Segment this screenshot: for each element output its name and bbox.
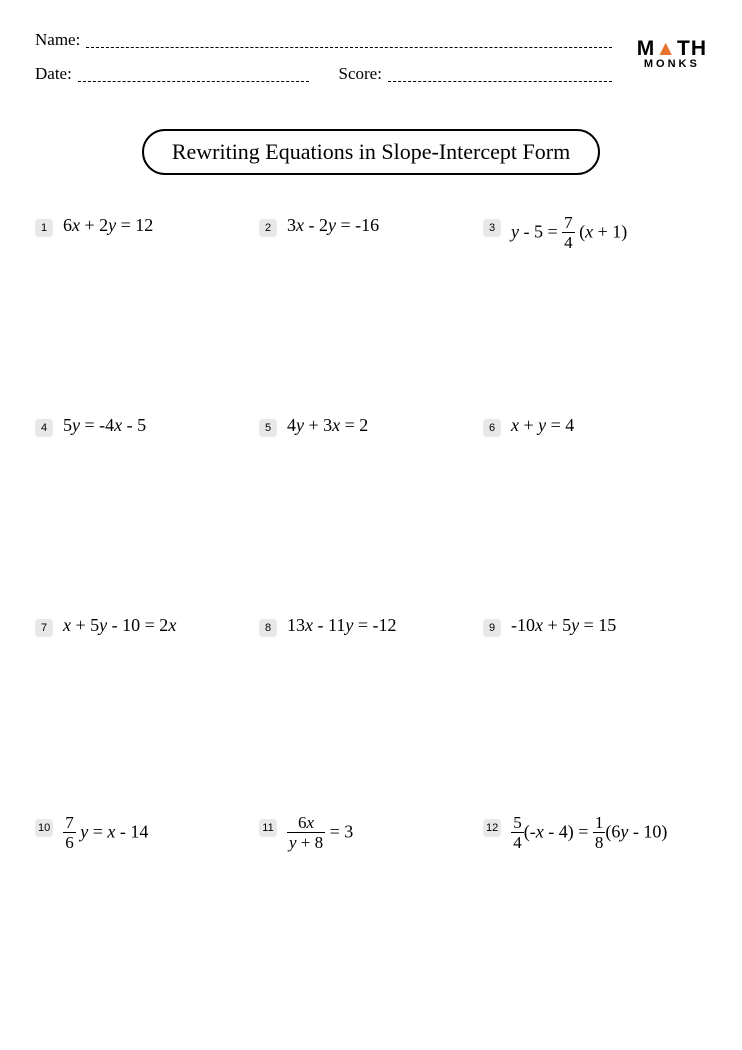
problem-number: 1 xyxy=(35,219,53,237)
equation: 4y + 3x = 2 xyxy=(287,415,368,436)
problem-number: 10 xyxy=(35,819,53,837)
problem-number: 7 xyxy=(35,619,53,637)
problem-3: 3 y - 5 = 74 (x + 1) xyxy=(483,215,707,415)
problem-number: 11 xyxy=(259,819,277,837)
triangle-icon: ▲ xyxy=(655,38,677,59)
problem-6: 6 x + y = 4 xyxy=(483,415,707,615)
equation: 54(-x - 4) = 18(6y - 10) xyxy=(511,815,667,852)
logo: M▲TH MONKS xyxy=(637,38,707,70)
name-row: Name: xyxy=(35,30,707,50)
problem-10: 10 76 y = x - 14 xyxy=(35,815,259,1015)
title-wrap: Rewriting Equations in Slope-Intercept F… xyxy=(35,129,707,175)
logo-bottom: MONKS xyxy=(637,59,707,70)
equation: y - 5 = 74 (x + 1) xyxy=(511,215,627,252)
problem-number: 6 xyxy=(483,419,501,437)
equation: 5y = -4x - 5 xyxy=(63,415,146,436)
name-line xyxy=(86,47,612,48)
problem-number: 12 xyxy=(483,819,501,837)
problem-number: 5 xyxy=(259,419,277,437)
problem-number: 4 xyxy=(35,419,53,437)
problem-number: 8 xyxy=(259,619,277,637)
problem-9: 9 -10x + 5y = 15 xyxy=(483,615,707,815)
equation: 76 y = x - 14 xyxy=(63,815,148,852)
problem-number: 2 xyxy=(259,219,277,237)
problem-4: 4 5y = -4x - 5 xyxy=(35,415,259,615)
date-label: Date: xyxy=(35,64,72,84)
problem-8: 8 13x - 11y = -12 xyxy=(259,615,483,815)
score-label: Score: xyxy=(339,64,382,84)
problem-7: 7 x + 5y - 10 = 2x xyxy=(35,615,259,815)
problem-2: 2 3x - 2y = -16 xyxy=(259,215,483,415)
equation: 6x + 2y = 12 xyxy=(63,215,153,236)
problem-number: 9 xyxy=(483,619,501,637)
date-line xyxy=(78,81,309,82)
problems-grid: 1 6x + 2y = 12 2 3x - 2y = -16 3 y - 5 = 74 (… xyxy=(35,215,707,1015)
equation: x + 5y - 10 = 2x xyxy=(63,615,176,636)
logo-top: M▲TH xyxy=(637,38,707,59)
problem-11: 11 6xy + 8 = 3 xyxy=(259,815,483,1015)
page-title: Rewriting Equations in Slope-Intercept F… xyxy=(142,129,600,175)
equation: 13x - 11y = -12 xyxy=(287,615,396,636)
equation: 6xy + 8 = 3 xyxy=(287,815,353,852)
problem-1: 1 6x + 2y = 12 xyxy=(35,215,259,415)
problem-12: 12 54(-x - 4) = 18(6y - 10) xyxy=(483,815,707,1015)
equation: x + y = 4 xyxy=(511,415,574,436)
equation: -10x + 5y = 15 xyxy=(511,615,616,636)
problem-number: 3 xyxy=(483,219,501,237)
problem-5: 5 4y + 3x = 2 xyxy=(259,415,483,615)
name-label: Name: xyxy=(35,30,80,50)
date-score-row: Date: Score: xyxy=(35,64,707,84)
logo-m: M xyxy=(637,37,656,60)
equation: 3x - 2y = -16 xyxy=(287,215,379,236)
logo-th: TH xyxy=(677,37,707,60)
score-line xyxy=(388,81,612,82)
